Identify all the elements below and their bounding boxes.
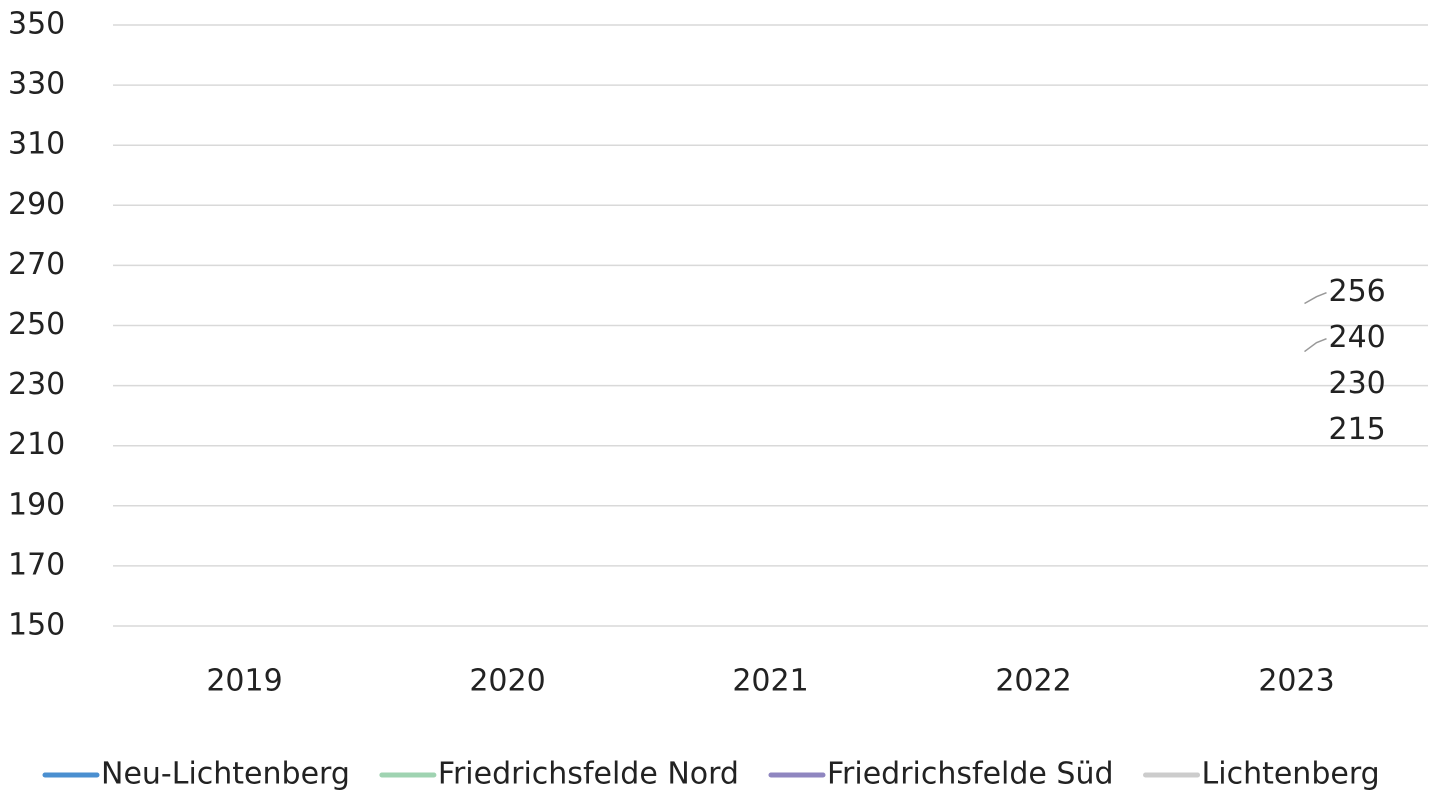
x-tick-label: 2020	[469, 664, 545, 699]
x-tick-label: 2019	[206, 664, 282, 699]
y-tick-label: 170	[8, 547, 65, 582]
legend-label: Lichtenberg	[1202, 757, 1380, 792]
data-label: 240	[1329, 320, 1386, 355]
y-tick-label: 190	[8, 487, 65, 522]
legend-label: Friedrichsfelde Nord	[438, 757, 739, 792]
leader-line	[1304, 337, 1327, 353]
x-tick-label: 2023	[1258, 664, 1334, 699]
y-tick-label: 250	[8, 307, 65, 342]
x-tick-label: 2021	[732, 664, 808, 699]
y-tick-label: 290	[8, 187, 65, 222]
y-tick-label: 230	[8, 367, 65, 402]
data-label: 215	[1329, 412, 1386, 447]
y-tick-label: 270	[8, 247, 65, 282]
leader-line	[1304, 291, 1327, 305]
x-tick-label: 2022	[995, 664, 1071, 699]
y-tick-label: 330	[8, 67, 65, 102]
y-tick-label: 210	[8, 427, 65, 462]
data-label: 256	[1329, 274, 1386, 309]
legend-label: Neu-Lichtenberg	[101, 757, 350, 792]
legend-label: Friedrichsfelde Süd	[827, 757, 1114, 792]
data-label: 230	[1329, 366, 1386, 401]
y-tick-label: 310	[8, 127, 65, 162]
y-tick-label: 150	[8, 608, 65, 643]
y-tick-label: 350	[8, 7, 65, 42]
